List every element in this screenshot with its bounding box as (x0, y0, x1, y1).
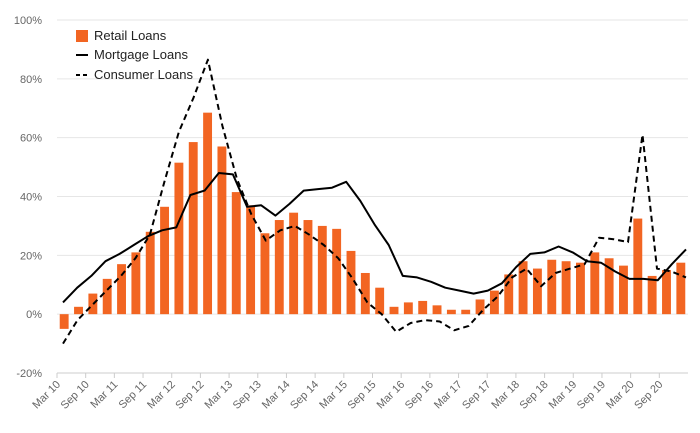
retail-loans-bar (475, 299, 485, 315)
retail-loans-bar (561, 261, 571, 315)
retail-loans-bar (619, 265, 628, 315)
x-tick-label: Sep 16 (403, 379, 436, 412)
loan-lines (62, 58, 687, 345)
x-tick-label: Mar 17 (432, 379, 465, 412)
x-tick-label: Mar 19 (547, 379, 580, 412)
retail-loans-bar (102, 278, 112, 315)
retail-loans-bar (203, 112, 213, 315)
retail-loans-bar (676, 262, 686, 315)
retail-loans-bar (489, 290, 499, 315)
retail-loans-bar (518, 261, 528, 315)
retail-loans-bar (432, 305, 442, 315)
x-tick-label: Mar 15 (317, 379, 350, 412)
consumer-loans-line (62, 58, 687, 345)
y-tick-label: -20% (16, 368, 42, 380)
y-tick-label: 0% (26, 309, 42, 321)
x-tick-label: Mar 13 (203, 379, 236, 412)
x-tick-label: Sep 11 (117, 379, 150, 412)
retail-loans-bar (532, 268, 542, 315)
x-tick-label: Sep 19 (575, 379, 608, 412)
retail-loans-bar (418, 300, 428, 315)
retail-loans-bar (246, 205, 256, 315)
retail-loans-bar (74, 306, 83, 315)
retail-loans-bar (604, 258, 614, 315)
retail-loans-bar (260, 233, 270, 315)
y-tick-label: 60% (20, 133, 42, 145)
retail-loans-bar (662, 270, 671, 315)
retail-loans-bar (504, 274, 514, 315)
x-axis (56, 372, 688, 378)
x-tick-label: Sep 18 (518, 379, 551, 412)
retail-loans-bar (389, 306, 399, 315)
retail-loans-bar (231, 192, 241, 315)
retail-loans-bar (174, 162, 184, 315)
legend: Retail Loans Mortgage Loans Consumer Loa… (76, 28, 193, 82)
retail-loans-bar (375, 287, 385, 315)
retail-loans-bar (647, 275, 657, 315)
retail-loans-bar (360, 272, 370, 315)
x-tick-label: Mar 16 (375, 379, 408, 412)
retail-loans-bar (274, 220, 284, 315)
retail-loans-bar (59, 314, 69, 329)
retail-loans-bars (59, 112, 686, 329)
retail-loans-bar (217, 146, 227, 315)
retail-loans-bar (88, 293, 98, 315)
retail-loans-bar (117, 264, 126, 315)
retail-loans-bar (332, 228, 342, 315)
retail-loans-bar (590, 252, 600, 315)
x-tick-label: Sep 17 (460, 379, 493, 412)
retail-loans-bar (633, 218, 643, 315)
x-tick-label: Mar 18 (489, 379, 522, 412)
legend-mortgage-loans-label: Mortgage Loans (94, 47, 188, 62)
retail-loans-bar (346, 250, 356, 315)
retail-loans-bar (547, 259, 557, 315)
legend-consumer-loans-label: Consumer Loans (94, 67, 193, 82)
y-tick-label: 40% (20, 192, 42, 204)
x-tick-label: Sep 12 (173, 379, 206, 412)
x-tick-label: Sep 13 (231, 379, 264, 412)
retail-loans-bar (289, 212, 299, 315)
retail-loans-bar (160, 206, 170, 315)
y-axis-tick-labels: -20% 0% 20% 40% 60% 80% 100% (14, 15, 42, 380)
retail-loans-bar (446, 309, 456, 315)
retail-loans-bar (303, 220, 313, 315)
retail-loans-bar (461, 309, 471, 315)
x-tick-label: Sep 14 (288, 379, 321, 412)
retail-loans-bar (188, 142, 198, 315)
retail-loans-bar (317, 225, 327, 315)
mortgage-loans-line (62, 172, 687, 304)
x-tick-label: Mar 20 (604, 379, 637, 412)
legend-retail-loans-label: Retail Loans (94, 28, 167, 43)
retail-loans-bar (403, 302, 413, 315)
x-tick-label: Mar 12 (145, 379, 178, 412)
x-tick-label: Sep 10 (59, 379, 92, 412)
x-tick-label: Mar 14 (260, 379, 293, 412)
y-tick-label: 20% (20, 250, 42, 262)
x-tick-label: Mar 11 (88, 379, 120, 411)
y-tick-label: 80% (20, 74, 42, 86)
y-tick-label: 100% (14, 15, 42, 27)
retail-loans-bar (145, 231, 155, 315)
retail-loans-bar (575, 262, 585, 315)
x-tick-label: Sep 20 (632, 379, 665, 412)
retail-loans-bar (131, 252, 141, 315)
x-tick-label: Sep 15 (345, 379, 378, 412)
legend-retail-loans-swatch (76, 30, 88, 42)
x-tick-label: Mar 10 (30, 379, 63, 412)
